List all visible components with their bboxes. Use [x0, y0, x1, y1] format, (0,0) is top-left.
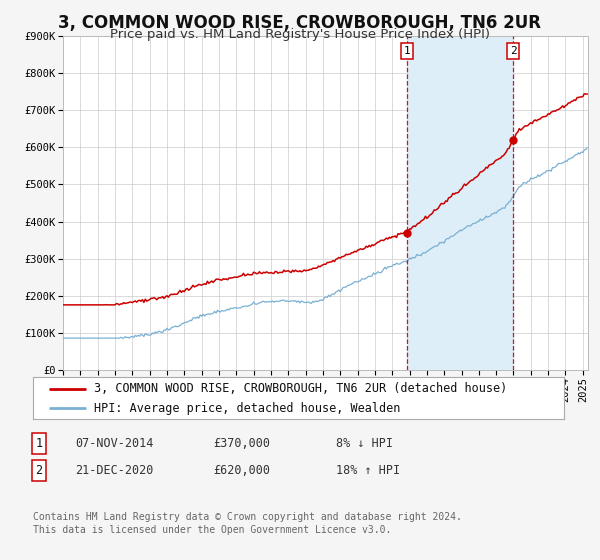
Text: Contains HM Land Registry data © Crown copyright and database right 2024.: Contains HM Land Registry data © Crown c…	[33, 512, 462, 522]
Text: This data is licensed under the Open Government Licence v3.0.: This data is licensed under the Open Gov…	[33, 525, 391, 535]
Text: £370,000: £370,000	[213, 437, 270, 450]
Text: HPI: Average price, detached house, Wealden: HPI: Average price, detached house, Weal…	[94, 402, 400, 415]
Text: 21-DEC-2020: 21-DEC-2020	[75, 464, 154, 477]
Text: 8% ↓ HPI: 8% ↓ HPI	[336, 437, 393, 450]
Text: 3, COMMON WOOD RISE, CROWBOROUGH, TN6 2UR: 3, COMMON WOOD RISE, CROWBOROUGH, TN6 2U…	[59, 14, 542, 32]
Text: 07-NOV-2014: 07-NOV-2014	[75, 437, 154, 450]
Text: 3, COMMON WOOD RISE, CROWBOROUGH, TN6 2UR (detached house): 3, COMMON WOOD RISE, CROWBOROUGH, TN6 2U…	[94, 382, 508, 395]
Bar	[407, 36, 513, 370]
Text: 18% ↑ HPI: 18% ↑ HPI	[336, 464, 400, 477]
Text: £620,000: £620,000	[213, 464, 270, 477]
Text: 2: 2	[35, 464, 43, 477]
Text: 2: 2	[509, 46, 517, 56]
Text: 1: 1	[35, 437, 43, 450]
Text: Price paid vs. HM Land Registry's House Price Index (HPI): Price paid vs. HM Land Registry's House …	[110, 28, 490, 41]
Text: 1: 1	[404, 46, 410, 56]
